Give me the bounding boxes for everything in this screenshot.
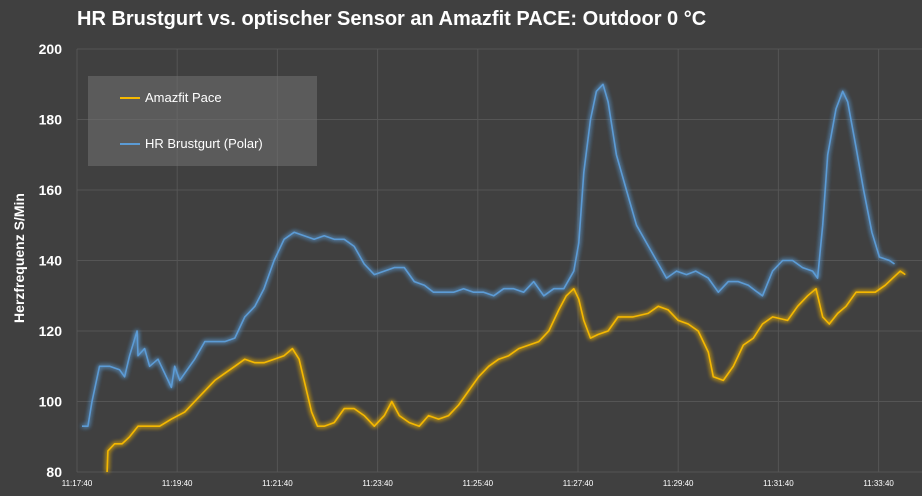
series-line-polar [82, 83, 895, 428]
x-tick-label: 11:25:40 [463, 479, 494, 488]
legend-swatch-polar [120, 142, 140, 145]
x-tick-label: 11:23:40 [362, 479, 393, 488]
y-tick-label: 160 [39, 182, 63, 198]
chart-title: HR Brustgurt vs. optischer Sensor an Ama… [77, 8, 707, 30]
legend: Amazfit Pace HR Brustgurt (Polar) [88, 76, 317, 166]
legend-item-amazfit: Amazfit Pace [120, 90, 222, 105]
x-tick-label: 11:29:40 [663, 479, 694, 488]
x-tick-label: 11:33:40 [863, 479, 894, 488]
legend-label-polar: HR Brustgurt (Polar) [145, 136, 263, 151]
x-tick-label: 11:31:40 [763, 479, 794, 488]
y-axis-label: Herzfrequenz S/Min [11, 193, 27, 323]
legend-item-polar: HR Brustgurt (Polar) [120, 136, 263, 151]
legend-swatch-amazfit [120, 96, 140, 99]
x-tick-label: 11:21:40 [262, 479, 293, 488]
x-tick-label: 11:27:40 [563, 479, 594, 488]
y-tick-label: 180 [39, 112, 63, 128]
y-tick-label: 100 [39, 394, 63, 410]
y-tick-label: 140 [39, 253, 63, 269]
y-tick-label: 200 [39, 41, 63, 57]
legend-label-amazfit: Amazfit Pace [145, 90, 222, 105]
x-tick-label: 11:17:40 [62, 479, 93, 488]
y-tick-label: 120 [39, 323, 63, 339]
y-tick-label: 80 [46, 464, 62, 480]
series-line-amazfit [106, 270, 906, 473]
x-tick-label: 11:19:40 [162, 479, 193, 488]
